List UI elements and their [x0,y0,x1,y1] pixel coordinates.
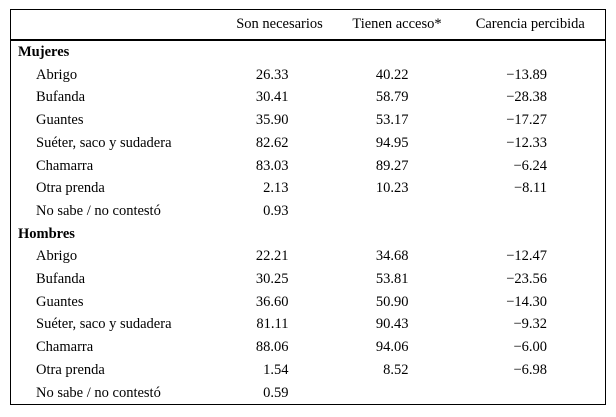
value-tienen-acceso: 90.43 [375,316,409,333]
value-carencia-percibida: −28.38 [506,89,547,106]
value-carencia-percibida: −6.00 [513,339,547,356]
value-carencia-percibida: −17.27 [506,112,547,129]
row-label: Suéter, saco y sudadera [36,134,172,151]
value-tienen-acceso: 50.90 [375,293,409,310]
table-row: Otra prenda 1.54 8.52 −6.98 [11,359,606,382]
value-tienen-acceso [339,382,456,405]
value-tienen-acceso: 53.17 [375,112,409,129]
table-row: Guantes 35.90 53.17 −17.27 [11,109,606,132]
row-label: Otra prenda [36,361,105,378]
table-body: Mujeres Abrigo 26.33 40.22 −13.89 Bufand… [11,40,606,405]
value-carencia-percibida: −8.11 [513,180,547,197]
value-son-necesarios: 22.21 [255,248,289,265]
value-tienen-acceso [339,200,456,223]
row-label: Otra prenda [36,180,105,197]
table-row: No sabe / no contestó 0.59 [11,382,606,405]
row-label: Suéter, saco y sudadera [36,316,172,333]
value-carencia-percibida: −23.56 [506,271,547,288]
value-tienen-acceso: 53.81 [375,271,409,288]
row-label: Chamarra [36,339,94,356]
row-label: Bufanda [36,271,86,288]
row-label: Guantes [36,293,84,310]
row-label: Chamarra [36,157,94,174]
value-carencia-percibida: −9.32 [513,316,547,333]
value-son-necesarios: 35.90 [255,112,289,129]
value-tienen-acceso: 34.68 [375,248,409,265]
value-tienen-acceso: 94.95 [375,134,409,151]
row-label: No sabe / no contestó [36,384,161,401]
table-row: Chamarra 88.06 94.06 −6.00 [11,336,606,359]
value-son-necesarios: 0.93 [263,202,289,219]
group-row-hombres: Hombres [11,223,606,246]
row-label: Abrigo [36,248,78,265]
value-son-necesarios: 83.03 [255,157,289,174]
value-carencia-percibida: −14.30 [506,293,547,310]
value-tienen-acceso: 40.22 [375,66,409,83]
value-son-necesarios: 88.06 [255,339,289,356]
row-label: Abrigo [36,66,78,83]
value-tienen-acceso: 89.27 [375,157,409,174]
value-carencia-percibida: −13.89 [506,66,547,83]
value-son-necesarios: 0.59 [263,384,289,401]
table-row: Guantes 36.60 50.90 −14.30 [11,291,606,314]
table-row: Abrigo 26.33 40.22 −13.89 [11,64,606,87]
value-carencia-percibida [456,382,606,405]
table-head: Son necesarios Tienen acceso* Carencia p… [10,9,606,41]
value-tienen-acceso: 94.06 [375,339,409,356]
necessity-access-table: Son necesarios Tienen acceso* Carencia p… [10,9,606,406]
col-header-tienen-acceso: Tienen acceso* [338,9,456,41]
value-son-necesarios: 30.25 [255,271,289,288]
table-row: Abrigo 22.21 34.68 −12.47 [11,245,606,268]
value-carencia-percibida: −6.24 [513,157,547,174]
table-row: Bufanda 30.25 53.81 −23.56 [11,268,606,291]
value-tienen-acceso: 10.23 [375,180,409,197]
value-tienen-acceso: 8.52 [383,361,409,378]
value-carencia-percibida: −12.47 [506,248,547,265]
value-carencia-percibida [456,200,606,223]
value-son-necesarios: 30.41 [255,89,289,106]
table-row: Otra prenda 2.13 10.23 −8.11 [11,177,606,200]
group-label: Mujeres [18,44,70,60]
value-son-necesarios: 1.54 [263,361,289,378]
row-label: Bufanda [36,89,86,106]
col-header-blank [10,9,221,41]
value-carencia-percibida: −12.33 [506,134,547,151]
table-row: No sabe / no contestó 0.93 [11,200,606,223]
col-header-carencia-percibida: Carencia percibida [455,9,606,41]
value-son-necesarios: 82.62 [255,134,289,151]
group-label: Hombres [18,225,75,242]
value-tienen-acceso: 58.79 [375,89,409,106]
header-row: Son necesarios Tienen acceso* Carencia p… [10,9,606,41]
value-son-necesarios: 2.13 [263,180,289,197]
value-son-necesarios: 26.33 [255,66,289,83]
group-row-mujeres: Mujeres [11,40,606,64]
col-header-son-necesarios: Son necesarios [220,9,339,41]
value-carencia-percibida: −6.98 [513,361,547,378]
table-row: Bufanda 30.41 58.79 −28.38 [11,86,606,109]
row-label: Guantes [36,112,84,129]
row-label: No sabe / no contestó [36,202,161,219]
table-row: Suéter, saco y sudadera 81.11 90.43 −9.3… [11,313,606,336]
table-row: Suéter, saco y sudadera 82.62 94.95 −12.… [11,132,606,155]
table-row: Chamarra 83.03 89.27 −6.24 [11,155,606,178]
value-son-necesarios: 81.11 [256,316,289,333]
value-son-necesarios: 36.60 [255,293,289,310]
